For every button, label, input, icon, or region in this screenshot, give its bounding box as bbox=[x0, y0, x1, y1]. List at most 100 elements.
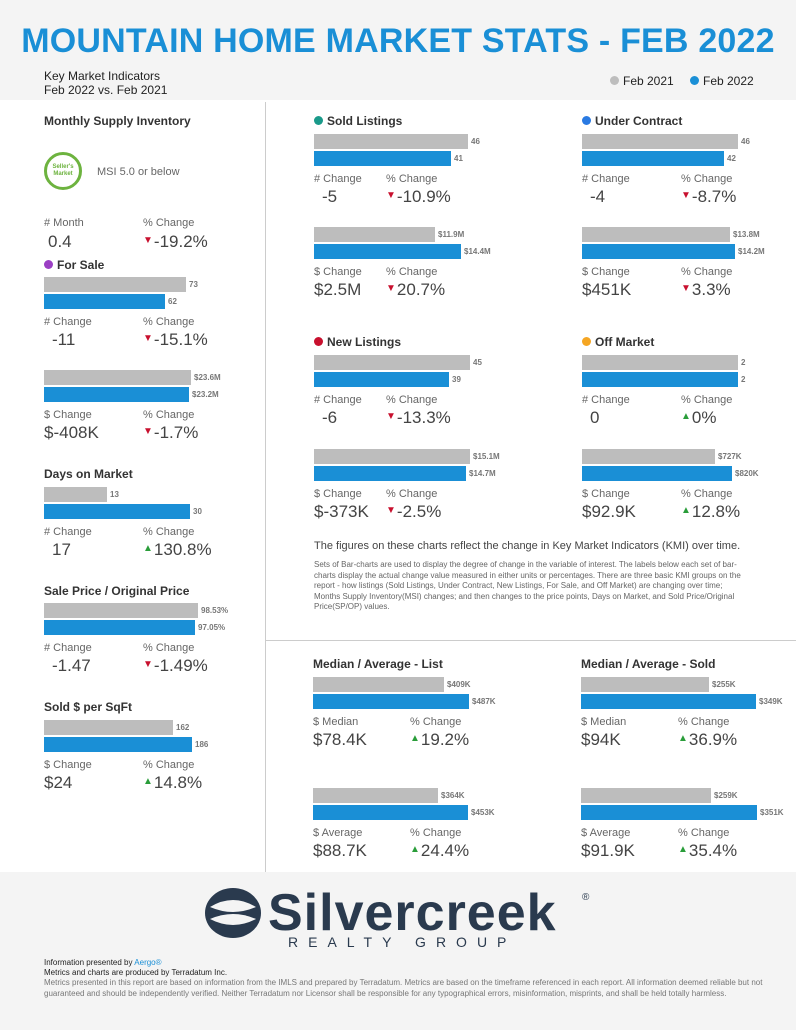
change-label: $ Change bbox=[582, 488, 630, 500]
logo-subtitle: REALTY GROUP bbox=[288, 934, 517, 950]
header-band bbox=[0, 0, 796, 100]
change-value: $24 bbox=[44, 773, 73, 792]
pct-change-text: -10.9% bbox=[396, 187, 451, 206]
bar-feb2022 bbox=[582, 244, 735, 259]
bar-feb2021 bbox=[44, 603, 198, 618]
chart-title-text: Off Market bbox=[595, 335, 655, 349]
down-triangle-icon: ▼ bbox=[681, 190, 691, 201]
pct-change-text: -1.49% bbox=[153, 656, 208, 675]
msi-pct-text: -19.2% bbox=[153, 232, 208, 251]
change-label: $ Change bbox=[314, 488, 362, 500]
pct-change-value: ▲0% bbox=[681, 408, 716, 428]
pct-change-value: ▼-8.7% bbox=[681, 187, 736, 207]
change-value: 0 bbox=[590, 408, 600, 427]
pct-change-label: % Change bbox=[681, 266, 733, 278]
change-label: $ Average bbox=[313, 827, 363, 839]
change-label: $ Median bbox=[581, 716, 627, 728]
bar-feb2022 bbox=[581, 694, 756, 709]
pct-change-label: % Change bbox=[143, 526, 195, 538]
up-triangle-icon: ▲ bbox=[681, 411, 691, 422]
bar-feb2022 bbox=[314, 244, 461, 259]
pct-change-label: % Change bbox=[143, 316, 195, 328]
produced-by: Metrics and charts are produced by Terra… bbox=[44, 968, 228, 977]
pct-change-text: 0% bbox=[691, 408, 717, 427]
series-dot-icon bbox=[582, 116, 591, 126]
down-triangle-icon: ▼ bbox=[143, 333, 153, 344]
pct-change-label: % Change bbox=[681, 488, 733, 500]
aergo-link[interactable]: Aergo® bbox=[134, 958, 162, 967]
up-triangle-icon: ▲ bbox=[681, 505, 691, 516]
pct-change-text: -13.3% bbox=[396, 408, 451, 427]
pct-change-label: % Change bbox=[143, 409, 195, 421]
change-value: $78.4K bbox=[313, 730, 367, 749]
bar-value-label: $11.9M bbox=[438, 230, 465, 239]
bar-feb2021 bbox=[582, 355, 738, 370]
series-dot-icon bbox=[314, 116, 323, 126]
chart-title-text: Sale Price / Original Price bbox=[44, 584, 190, 598]
change-value: -5 bbox=[322, 187, 338, 206]
bar-feb2022 bbox=[44, 504, 190, 519]
legend-dot-icon bbox=[690, 76, 699, 86]
logo-name: Silvercreek bbox=[268, 884, 557, 942]
bar-feb2021 bbox=[313, 677, 444, 692]
pct-change-label: % Change bbox=[386, 173, 438, 185]
change-label: # Change bbox=[44, 316, 92, 328]
bar-value-label: 39 bbox=[452, 375, 461, 384]
chart-title-text: Sold Listings bbox=[327, 114, 403, 128]
bar-value-label: $15.1M bbox=[473, 452, 500, 461]
bar-value-label: $349K bbox=[759, 697, 783, 706]
bar-feb2021 bbox=[44, 370, 191, 385]
bar-feb2021 bbox=[314, 449, 470, 464]
up-triangle-icon: ▲ bbox=[410, 844, 420, 855]
pct-change-value: ▼-2.5% bbox=[386, 502, 441, 522]
bar-value-label: 46 bbox=[741, 137, 750, 146]
subtitle-line2: Feb 2022 vs. Feb 2021 bbox=[44, 83, 168, 97]
pct-change-text: 12.8% bbox=[691, 502, 741, 521]
silvercreek-logo-icon bbox=[205, 888, 261, 938]
logo-registered: ® bbox=[582, 892, 590, 903]
chart-title: Under Contract bbox=[582, 114, 682, 128]
bar-value-label: 45 bbox=[473, 358, 482, 367]
change-value: $88.7K bbox=[313, 841, 367, 860]
chart-title: Days on Market bbox=[44, 467, 133, 481]
bar-feb2021 bbox=[581, 788, 711, 803]
down-triangle-icon: ▼ bbox=[386, 411, 396, 422]
chart-title: Off Market bbox=[582, 335, 654, 349]
bar-value-label: 2 bbox=[741, 375, 746, 384]
bar-feb2021 bbox=[314, 355, 470, 370]
down-triangle-icon: ▼ bbox=[386, 505, 396, 516]
bar-feb2022 bbox=[313, 805, 468, 820]
bar-value-label: 186 bbox=[195, 740, 209, 749]
notes-detail: Sets of Bar-charts are used to display t… bbox=[314, 560, 741, 611]
bar-value-label: 46 bbox=[471, 137, 480, 146]
change-value: -11 bbox=[52, 330, 76, 349]
vertical-divider bbox=[265, 102, 266, 872]
change-value: $92.9K bbox=[582, 502, 636, 521]
bar-feb2021 bbox=[44, 277, 186, 292]
msi-pct-value: ▼-19.2% bbox=[143, 232, 208, 252]
bar-value-label: $727K bbox=[718, 452, 742, 461]
msi-pct-label: % Change bbox=[143, 217, 195, 229]
bar-value-label: $351K bbox=[760, 808, 784, 817]
down-triangle-icon: ▼ bbox=[386, 190, 396, 201]
disclaimer: Metrics presented in this report are bas… bbox=[44, 978, 763, 998]
series-dot-icon bbox=[582, 337, 591, 347]
change-value: -1.47 bbox=[52, 656, 91, 675]
chart-title-text: Median / Average - Sold bbox=[581, 657, 716, 671]
pct-change-text: 24.4% bbox=[420, 841, 470, 860]
bar-feb2021 bbox=[581, 677, 709, 692]
series-dot-icon bbox=[314, 337, 323, 347]
bar-feb2022 bbox=[582, 151, 724, 166]
pct-change-value: ▼20.7% bbox=[386, 280, 445, 300]
footer-band bbox=[0, 872, 796, 1030]
chart-title-text: Median / Average - List bbox=[313, 657, 443, 671]
msi-month-value: 0.4 bbox=[48, 232, 72, 251]
pct-change-value: ▲19.2% bbox=[410, 730, 469, 750]
chart-title: Median / Average - List bbox=[313, 657, 443, 671]
bar-feb2022 bbox=[581, 805, 757, 820]
change-label: # Change bbox=[44, 642, 92, 654]
chart-title: Sale Price / Original Price bbox=[44, 584, 189, 598]
pct-change-value: ▲12.8% bbox=[681, 502, 740, 522]
up-triangle-icon: ▲ bbox=[410, 733, 420, 744]
notes-main: The figures on these charts reflect the … bbox=[314, 540, 741, 552]
